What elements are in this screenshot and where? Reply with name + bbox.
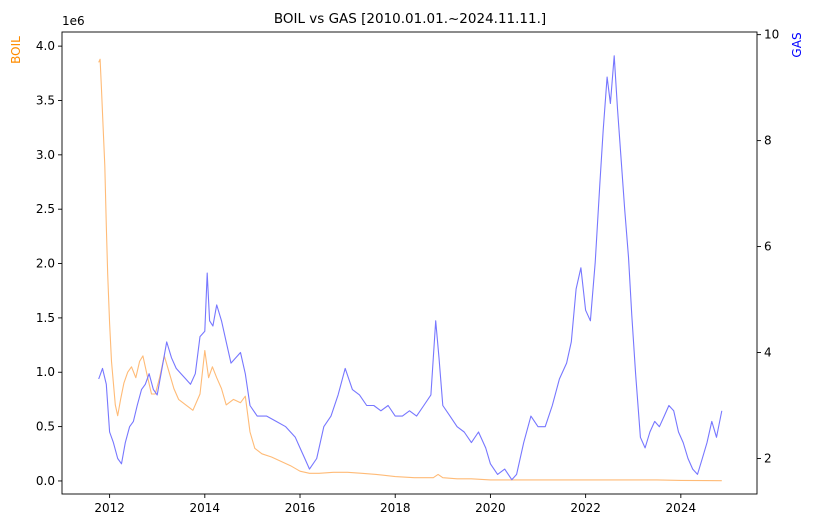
left-tick-label: 3.5 bbox=[36, 93, 55, 107]
left-axis-scale-note: 1e6 bbox=[62, 14, 85, 28]
left-tick-label: 1.0 bbox=[36, 365, 55, 379]
chart-title: BOIL vs GAS [2010.01.01.~2024.11.11.] bbox=[274, 11, 546, 27]
left-tick-label: 2.0 bbox=[36, 257, 55, 271]
left-tick-label: 4.0 bbox=[36, 39, 55, 53]
right-tick-label: 2 bbox=[764, 452, 772, 466]
left-tick-label: 3.0 bbox=[36, 148, 55, 162]
right-tick-label: 6 bbox=[764, 240, 772, 254]
right-tick-label: 8 bbox=[764, 134, 772, 148]
left-tick-label: 0.0 bbox=[36, 474, 55, 488]
series-layer bbox=[98, 55, 723, 482]
x-tick-label: 2014 bbox=[190, 501, 221, 515]
right-axis-title: GAS bbox=[790, 32, 804, 57]
x-tick-label: 2024 bbox=[666, 501, 697, 515]
axes-layer: 2012 2014 2016 2018 2020 2022 2024 0.0 0.5 1.0 1.5… bbox=[36, 28, 779, 515]
right-tick-label: 10 bbox=[764, 28, 779, 42]
left-tick-label: 1.5 bbox=[36, 311, 55, 325]
x-tick-label: 2022 bbox=[570, 501, 601, 515]
x-tick-label: 2018 bbox=[380, 501, 411, 515]
left-tick-label: 0.5 bbox=[36, 420, 55, 434]
series-line-boil bbox=[98, 58, 722, 482]
plot-frame bbox=[61, 31, 758, 495]
right-tick-label: 4 bbox=[764, 346, 772, 360]
x-tick-label: 2020 bbox=[475, 501, 506, 515]
x-tick-label: 2012 bbox=[94, 501, 125, 515]
left-axis-title: BOIL bbox=[9, 36, 23, 64]
series-line-gas bbox=[98, 55, 723, 481]
x-tick-label: 2016 bbox=[285, 501, 316, 515]
left-tick-label: 2.5 bbox=[36, 202, 55, 216]
